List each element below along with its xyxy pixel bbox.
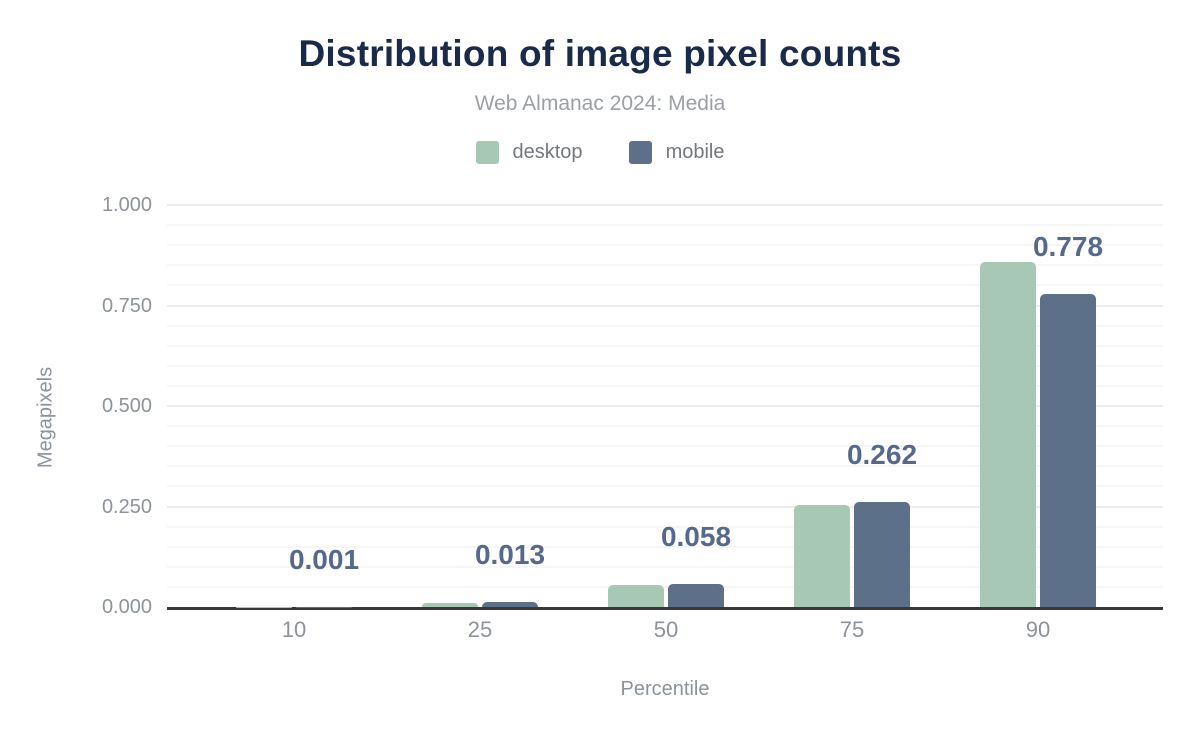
major-gridline [167, 405, 1163, 407]
legend-label-desktop: desktop [512, 141, 583, 163]
y-tick-label: 0.750 [101, 294, 152, 317]
minor-gridline [167, 445, 1163, 448]
x-axis-title: Percentile [620, 678, 710, 700]
minor-gridline [167, 425, 1163, 428]
minor-gridline [167, 585, 1163, 588]
mobile-swatch-icon [628, 141, 652, 164]
minor-gridline [167, 465, 1163, 468]
chart-title: Distribution of image pixel counts [298, 33, 902, 74]
minor-gridline [167, 244, 1163, 247]
minor-gridline [167, 284, 1163, 287]
y-tick-label: 0.250 [101, 495, 152, 518]
bar-mobile-p50[interactable] [668, 583, 724, 607]
legend-item-desktop[interactable]: desktop [475, 141, 583, 164]
x-tick-label: 90 [1025, 617, 1051, 642]
chart-subtitle: Web Almanac 2024: Media [474, 92, 726, 115]
legend-label-mobile: mobile [665, 141, 725, 163]
minor-gridline [167, 565, 1163, 568]
x-tick-label: 75 [839, 617, 865, 642]
data-label-p75: 0.262 [846, 438, 918, 470]
bar-desktop-p50[interactable] [608, 584, 664, 607]
bar-mobile-p75[interactable] [854, 501, 910, 607]
minor-gridline [167, 224, 1163, 227]
x-tick-label: 50 [653, 617, 679, 642]
plot-area: 0.001 0.013 0.058 0.262 0.778 [167, 204, 1163, 610]
data-label-p25: 0.013 [474, 538, 546, 570]
y-tick-label: 0.000 [101, 596, 152, 618]
bar-desktop-p25[interactable] [422, 602, 478, 607]
minor-gridline [167, 364, 1163, 367]
bar-mobile-p90[interactable] [1040, 294, 1096, 607]
data-label-p10: 0.001 [288, 543, 360, 575]
minor-gridline [167, 384, 1163, 387]
legend-item-mobile[interactable]: mobile [628, 141, 725, 164]
y-tick-label: 0.500 [101, 395, 152, 417]
bar-desktop-p90[interactable] [980, 262, 1036, 607]
data-label-p90: 0.778 [1032, 231, 1104, 263]
y-tick-label: 1.000 [101, 194, 152, 216]
legend: desktop mobile [0, 141, 1200, 164]
minor-gridline [167, 545, 1163, 548]
desktop-swatch-icon [475, 141, 499, 164]
minor-gridline [167, 344, 1163, 347]
major-gridline [167, 505, 1163, 508]
y-axis-title: Megapixels [34, 366, 57, 469]
bar-mobile-p25[interactable] [482, 601, 538, 607]
minor-gridline [167, 525, 1163, 528]
major-gridline [167, 204, 1163, 206]
minor-gridline [167, 264, 1163, 267]
x-tick-label: 10 [281, 617, 307, 642]
x-tick-label: 25 [467, 617, 493, 642]
data-label-p50: 0.058 [660, 520, 732, 552]
minor-gridline [167, 485, 1163, 488]
bar-desktop-p75[interactable] [794, 504, 850, 607]
minor-gridline [167, 324, 1163, 327]
major-gridline [167, 304, 1163, 307]
